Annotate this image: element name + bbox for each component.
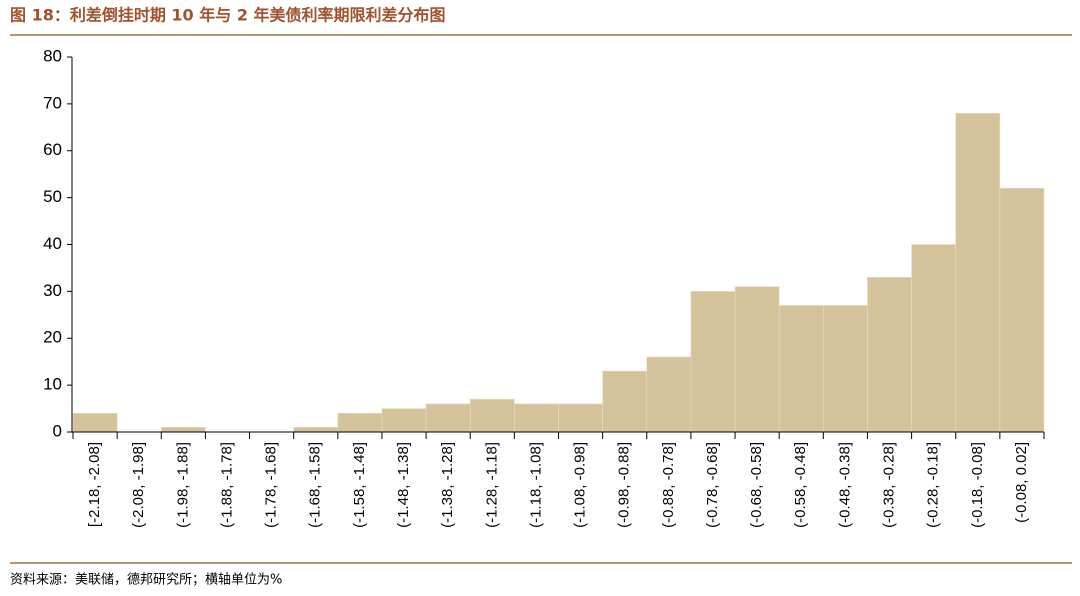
bar [558, 403, 603, 433]
x-tick-label: (-2.08, -1.98] [130, 442, 147, 528]
x-tick-label: (-1.98, -1.88] [174, 442, 191, 528]
x-tick-label: (-0.68, -0.58] [748, 442, 765, 528]
bar [911, 244, 957, 433]
bar [999, 187, 1045, 433]
x-tick-label: (-0.48, -0.38] [836, 442, 853, 528]
y-tick-label: 60 [43, 140, 62, 159]
y-tick-label: 0 [53, 421, 62, 440]
x-tick-label: (-0.58, -0.48] [792, 442, 809, 528]
x-tick-label: (-1.68, -1.58] [307, 442, 324, 528]
bar [955, 112, 1001, 433]
x-tick-label: [-2.18, -2.08] [86, 442, 103, 527]
x-tick-label: (-0.28, -0.18] [925, 442, 942, 528]
x-tick-label: (-1.08, -0.98] [572, 442, 589, 528]
x-tick-label: (-1.78, -1.68] [263, 442, 280, 528]
y-tick-label: 70 [43, 93, 62, 112]
y-tick-label: 10 [43, 375, 62, 394]
bar [823, 305, 868, 433]
bar [646, 356, 692, 433]
bar [778, 305, 824, 433]
chart-title: 图 18：利差倒挂时期 10 年与 2 年美债利率期限利差分布图 [10, 6, 446, 25]
y-tick-label: 20 [43, 328, 62, 347]
x-tick-label: (-0.78, -0.68] [704, 442, 721, 528]
x-tick-label: (-0.18, -0.08] [969, 442, 986, 528]
x-tick-label: (-1.28, -1.18] [483, 442, 500, 528]
x-tick-label: (-1.58, -1.48] [351, 442, 368, 528]
y-tick-label: 50 [43, 187, 62, 206]
x-tick-label: (-0.88, -0.78] [660, 442, 677, 528]
bar [469, 398, 515, 433]
x-tick-label: (-1.38, -1.28] [439, 442, 456, 528]
x-tick-label: (-1.48, -1.38] [395, 442, 412, 528]
bar [734, 286, 780, 433]
x-tick-label: (-0.08, 0.02] [1013, 442, 1030, 523]
x-tick-label: (-0.38, -0.28] [880, 442, 897, 528]
bar [293, 427, 339, 433]
bar [602, 370, 648, 433]
y-tick-label: 80 [43, 46, 62, 65]
bar [160, 427, 206, 433]
bar [425, 403, 471, 433]
bar [337, 412, 383, 433]
x-tick-label: (-1.18, -1.08] [527, 442, 544, 528]
bar [72, 412, 118, 433]
x-tick-label: (-1.88, -1.78] [218, 442, 235, 528]
bar [381, 408, 427, 433]
y-tick-label: 40 [43, 234, 62, 253]
bar [514, 403, 559, 433]
x-tick-label: (-0.98, -0.88] [616, 442, 633, 528]
y-tick-label: 30 [43, 281, 62, 300]
bar [690, 291, 736, 433]
source-note: 资料来源：美联储，德邦研究所；横轴单位为% [10, 573, 282, 588]
bar [867, 277, 912, 433]
